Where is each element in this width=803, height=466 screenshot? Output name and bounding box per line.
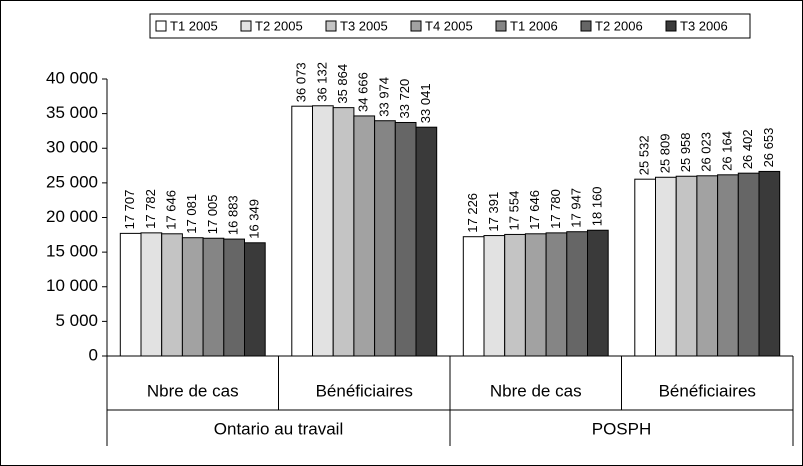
bar	[181, 237, 204, 357]
bar	[312, 105, 334, 357]
y-tick-label: 35 000	[46, 103, 98, 122]
value-label: 17 226	[465, 193, 480, 233]
value-label: 25 809	[657, 134, 672, 174]
bar	[524, 233, 547, 357]
value-label: 17 707	[122, 190, 137, 230]
value-label: 26 653	[761, 128, 776, 168]
value-label: 26 164	[719, 131, 734, 171]
value-label: 25 958	[678, 132, 693, 172]
value-label: 33 720	[397, 79, 412, 119]
bar	[353, 115, 376, 357]
legend-swatch	[495, 20, 507, 32]
bar	[462, 236, 485, 357]
bar	[587, 229, 609, 357]
bar	[374, 120, 396, 357]
value-label: 26 023	[699, 132, 714, 172]
bar	[202, 237, 225, 357]
bar	[161, 233, 183, 357]
bar	[675, 175, 698, 357]
legend-label: T4 2005	[425, 18, 473, 33]
x-tick-label: Bénéficiaires	[659, 381, 756, 400]
bar	[634, 178, 656, 357]
y-tick-label: 15 000	[46, 242, 98, 261]
group-label: Ontario au travail	[214, 419, 343, 438]
value-label: 33 041	[418, 83, 433, 123]
value-label: 17 646	[527, 190, 542, 230]
value-label: 17 081	[184, 194, 199, 234]
legend-label: T3 2006	[680, 18, 728, 33]
bar	[545, 232, 568, 357]
value-label: 17 782	[143, 189, 158, 229]
bar	[655, 176, 677, 357]
value-label: 17 780	[548, 189, 563, 229]
legend-label: T1 2006	[510, 18, 558, 33]
legend-swatch	[240, 20, 252, 32]
y-tick-label: 40 000	[46, 68, 98, 87]
value-label: 17 646	[163, 190, 178, 230]
bar	[717, 174, 739, 357]
bar	[483, 235, 506, 357]
legend-label: T1 2005	[170, 18, 218, 33]
legend-label: T2 2005	[255, 18, 303, 33]
bar	[332, 107, 355, 357]
bar	[696, 175, 719, 357]
legend-swatch	[410, 20, 422, 32]
legend-swatch	[325, 20, 337, 32]
bar	[119, 232, 142, 357]
bar	[415, 126, 438, 357]
value-label: 17 005	[205, 194, 220, 234]
bar	[758, 170, 781, 357]
y-tick-label: 5 000	[55, 311, 98, 330]
value-label: 35 864	[335, 64, 350, 104]
legend-label: T2 2006	[595, 18, 643, 33]
x-tick-label: Nbre de cas	[490, 381, 582, 400]
value-label: 16 883	[226, 195, 241, 235]
value-label: 36 132	[314, 62, 329, 102]
y-tick-label: 0	[89, 345, 98, 364]
value-label: 16 349	[246, 199, 261, 239]
x-tick-label: Nbre de cas	[147, 381, 239, 400]
value-label: 17 554	[506, 191, 521, 231]
y-tick-label: 10 000	[46, 276, 98, 295]
value-label: 34 666	[356, 72, 371, 112]
x-tick-label: Bénéficiaires	[316, 381, 413, 400]
y-tick-label: 30 000	[46, 138, 98, 157]
value-label: 26 402	[740, 129, 755, 169]
bar	[291, 105, 313, 357]
bar	[223, 238, 246, 357]
value-label: 17 947	[569, 188, 584, 228]
legend-swatch	[155, 20, 167, 32]
value-label: 36 073	[294, 62, 309, 102]
bar	[140, 232, 163, 357]
group-label: POSPH	[592, 419, 652, 438]
bar	[737, 172, 760, 357]
value-label: 25 532	[637, 135, 652, 175]
legend-swatch	[580, 20, 592, 32]
y-tick-label: 20 000	[46, 207, 98, 226]
legend-label: T3 2005	[340, 18, 388, 33]
bar	[394, 121, 417, 357]
value-label: 33 974	[376, 77, 391, 117]
y-tick-label: 25 000	[46, 172, 98, 191]
bar	[504, 233, 526, 357]
legend-swatch	[665, 20, 677, 32]
value-label: 17 391	[486, 192, 501, 232]
value-label: 18 160	[589, 186, 604, 226]
bar	[566, 231, 588, 357]
bar	[244, 242, 266, 357]
